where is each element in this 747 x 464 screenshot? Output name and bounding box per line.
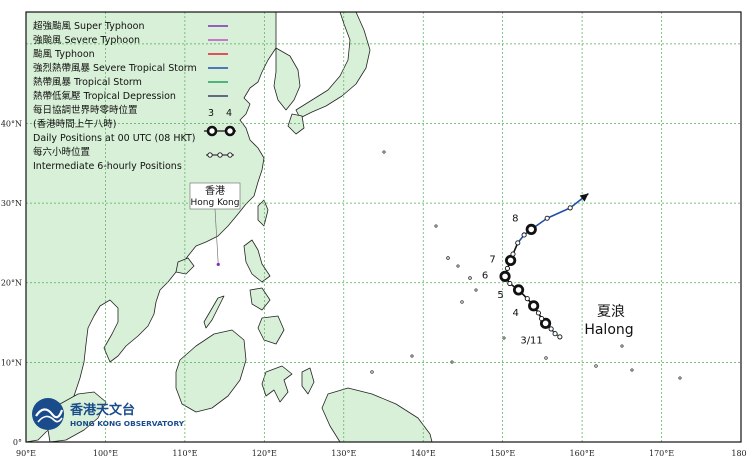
daily-position bbox=[512, 284, 525, 296]
lon-label-130: 130°E bbox=[331, 449, 356, 458]
daily-position bbox=[539, 317, 552, 329]
six-hourly-position bbox=[552, 331, 558, 337]
track-arrow-icon bbox=[579, 193, 589, 202]
legend-daily-sample-label-3: 3 bbox=[208, 108, 214, 119]
map-frame bbox=[25, 11, 742, 443]
legend-daily-title-zh1: 每日協調世界時零時位置 bbox=[33, 104, 138, 116]
lon-label-110: 110°E bbox=[172, 449, 197, 458]
japan-honshu bbox=[295, 11, 371, 119]
legend-tropical-storm-label: 熱帶風暴 Tropical Storm bbox=[33, 76, 142, 88]
legend-typhoon-label: 颱風 Typhoon bbox=[33, 49, 95, 60]
day-label-7: 7 bbox=[489, 254, 495, 265]
hko-logo-wave-icon bbox=[35, 408, 64, 419]
palawan-island bbox=[203, 295, 225, 329]
pacific-islands bbox=[370, 150, 682, 380]
lon-label-170: 170°E bbox=[649, 449, 674, 458]
longitude-labels: 90°E 100°E 110°E 120°E 130°E 140°E 150°E 160°E 1… bbox=[16, 449, 747, 458]
storm-track-points bbox=[499, 205, 573, 340]
halmahera-island bbox=[301, 367, 315, 395]
legend: 超強颱風 Super Typhoon 強颱風 Severe Typhoon 颱風… bbox=[33, 20, 236, 172]
lat-label-30: 30°N bbox=[1, 199, 22, 208]
legend-daily-title-zh2: (香港時間上午八時) bbox=[33, 118, 116, 130]
hko-logo-zh: 香港天文台 bbox=[69, 402, 135, 418]
day-label-4: 4 bbox=[512, 308, 518, 319]
six-hourly-position bbox=[504, 265, 510, 271]
legend-severe-typhoon-label: 強颱風 Severe Typhoon bbox=[33, 34, 140, 46]
lat-label-40: 40°N bbox=[1, 119, 22, 128]
lon-label-150: 150°E bbox=[490, 449, 515, 458]
lon-label-160: 160°E bbox=[570, 449, 595, 458]
lat-label-0: 0° bbox=[13, 438, 22, 447]
taiwan-island bbox=[257, 199, 269, 227]
day-label-5: 5 bbox=[497, 290, 503, 301]
storm-name-zh: 夏浪 bbox=[597, 304, 625, 320]
daily-position bbox=[499, 270, 511, 282]
six-hourly-position bbox=[535, 310, 541, 316]
lat-label-10: 10°N bbox=[1, 358, 22, 367]
latitude-labels: 0° 10°N 20°N 30°N 40°N bbox=[1, 119, 22, 447]
six-hourly-position bbox=[539, 316, 545, 322]
legend-six-hourly-en: Intermediate 6-hourly Positions bbox=[33, 161, 182, 172]
daily-position bbox=[525, 223, 537, 235]
hong-kong-marker: 香港 Hong Kong bbox=[189, 182, 241, 267]
asian-mainland bbox=[25, 11, 277, 443]
day-label-6: 6 bbox=[482, 270, 488, 281]
lon-label-120: 120°E bbox=[252, 449, 277, 458]
six-hourly-position bbox=[567, 205, 573, 211]
luzon-island bbox=[243, 239, 271, 283]
korean-peninsula bbox=[273, 47, 301, 111]
legend-daily-symbol bbox=[204, 125, 236, 137]
six-hourly-position bbox=[515, 240, 521, 246]
hong-kong-pointer bbox=[214, 208, 219, 265]
visayas-islands bbox=[249, 287, 271, 311]
day-label-3-11: 3/11 bbox=[520, 335, 542, 346]
hong-kong-label-zh: 香港 bbox=[205, 185, 225, 197]
daily-position bbox=[528, 300, 540, 312]
new-guinea-island bbox=[321, 387, 433, 443]
six-hourly-position bbox=[521, 232, 527, 238]
lon-label-100: 100°E bbox=[93, 449, 118, 458]
legend-tropical-depression-label: 熱帶低氣壓 Tropical Depression bbox=[33, 90, 176, 102]
track-segment bbox=[546, 207, 571, 219]
hko-logo: 香港天文台 HONG KONG OBSERVATORY bbox=[32, 398, 185, 430]
lon-label-180: 180° bbox=[731, 449, 747, 458]
six-hourly-position bbox=[544, 215, 550, 221]
legend-daily-sample-label-4: 4 bbox=[226, 108, 232, 119]
six-hourly-position bbox=[548, 326, 554, 332]
lon-label-90: 90°E bbox=[16, 449, 36, 458]
sumatra-island bbox=[47, 391, 107, 443]
six-hourly-position bbox=[557, 334, 563, 340]
lat-label-20: 20°N bbox=[1, 279, 22, 288]
day-label-8: 8 bbox=[512, 213, 518, 224]
legend-six-hourly-zh: 每六小時位置 bbox=[33, 146, 90, 158]
graticule bbox=[26, 12, 741, 442]
daily-position bbox=[505, 254, 517, 267]
lon-label-140: 140°E bbox=[411, 449, 436, 458]
hong-kong-label-en: Hong Kong bbox=[191, 198, 240, 208]
japan-kyushu bbox=[287, 113, 305, 135]
hong-kong-dot bbox=[216, 262, 220, 267]
legend-daily-title-en: Daily Positions at 00 UTC (08 HKT) bbox=[33, 133, 196, 144]
six-hourly-position bbox=[507, 280, 513, 287]
legend-severe-tropical-storm-label: 強烈熱帶風暴 Severe Tropical Storm bbox=[33, 62, 197, 74]
six-hourly-position bbox=[510, 251, 516, 257]
storm-name-en: Halong bbox=[584, 322, 633, 338]
hko-logo-en: HONG KONG OBSERVATORY bbox=[70, 419, 185, 428]
legend-super-typhoon-label: 超強颱風 Super Typhoon bbox=[33, 20, 145, 32]
six-hourly-position bbox=[524, 296, 530, 302]
hong-kong-label-box bbox=[189, 182, 241, 210]
legend-six-hourly-symbol bbox=[206, 152, 234, 158]
borneo-island bbox=[175, 329, 247, 413]
